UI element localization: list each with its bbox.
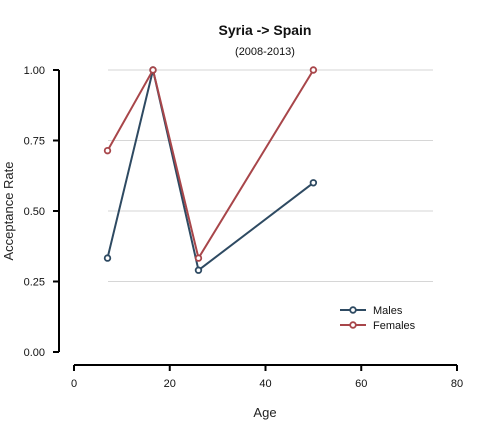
data-point-males bbox=[103, 254, 112, 262]
legend-label-males: Males bbox=[373, 305, 403, 317]
data-point-males bbox=[194, 266, 203, 274]
legend: Males Females bbox=[340, 305, 416, 332]
data-point-females bbox=[309, 66, 318, 74]
data-point-females bbox=[103, 146, 112, 155]
x-tick-label: 20 bbox=[164, 378, 176, 390]
series-line-males-0 bbox=[106, 69, 200, 271]
chart-subtitle: (2008-2013) bbox=[235, 46, 295, 58]
x-tick-label: 80 bbox=[451, 378, 463, 390]
x-tick-label: 40 bbox=[259, 378, 271, 390]
x-tick-label: 60 bbox=[355, 378, 367, 390]
y-tick-label: 0.25 bbox=[24, 277, 45, 289]
chart-title: Syria -> Spain bbox=[219, 22, 312, 38]
y-tick-label: 0.00 bbox=[24, 347, 45, 359]
legend-marker-females bbox=[349, 321, 357, 329]
y-axis-label: Acceptance Rate bbox=[1, 161, 16, 260]
series-line-females-0 bbox=[106, 69, 315, 260]
series-line-males-1 bbox=[197, 182, 315, 271]
data-point-males bbox=[309, 179, 318, 187]
y-tick-label: 1.00 bbox=[24, 65, 45, 77]
series-layer bbox=[103, 66, 318, 274]
x-axis-label: Age bbox=[253, 405, 276, 420]
legend-label-females: Females bbox=[373, 320, 416, 332]
data-point-females bbox=[194, 254, 203, 262]
legend-marker-males bbox=[349, 306, 357, 314]
data-point-females bbox=[149, 66, 157, 74]
y-tick-label: 0.50 bbox=[24, 206, 45, 218]
x-tick-label: 0 bbox=[71, 378, 77, 390]
y-tick-label: 0.75 bbox=[24, 136, 45, 148]
axes: 0.00 0.25 0.50 0.75 1.00 0 20 40 60 80 bbox=[24, 65, 464, 390]
gridlines bbox=[108, 69, 433, 282]
